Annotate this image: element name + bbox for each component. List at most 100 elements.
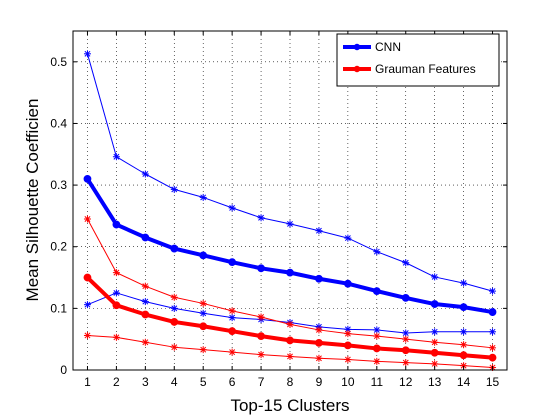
cnn-mean-point [488, 308, 497, 316]
cnn-lower-point [170, 304, 178, 312]
star-marker-part [315, 355, 322, 362]
cnn-upper-point [315, 227, 323, 235]
x-tick-label: 7 [258, 375, 265, 389]
star-marker-part [489, 344, 496, 351]
grauman-mean-point [83, 273, 92, 282]
x-axis-label: Top-15 Clusters [230, 396, 349, 415]
x-tick-label: 13 [428, 375, 442, 389]
star-marker-part [373, 358, 380, 365]
cnn-mean-series [83, 175, 497, 316]
cnn-lower-point [489, 328, 497, 336]
legend: CNN Grauman Features [336, 33, 500, 87]
star-marker-part [373, 248, 380, 255]
grauman-mean-point [372, 344, 381, 353]
cnn-mean-point [286, 268, 294, 277]
cnn-mean-point [257, 264, 265, 273]
grauman-upper-point [83, 215, 91, 223]
star-marker-part [460, 280, 467, 287]
star-marker-part [84, 332, 91, 339]
star-marker-part [229, 349, 236, 356]
cnn-mean-point [343, 279, 352, 288]
x-tick-label: 5 [200, 375, 207, 389]
legend-box [336, 33, 500, 87]
cnn-upper-point [141, 170, 149, 178]
star-marker-part [142, 283, 149, 290]
star-marker-part [142, 339, 149, 346]
star-marker-part [344, 356, 351, 363]
cnn-mean-point [430, 300, 439, 308]
star-marker-part [142, 298, 149, 305]
star-marker-part [113, 153, 120, 160]
grauman-lower-point [170, 343, 178, 351]
legend-label-cnn: CNN [375, 40, 401, 54]
star-marker-part [287, 321, 293, 328]
grauman-upper-point [489, 344, 497, 352]
x-tick-label: 1 [84, 375, 91, 389]
grauman-upper-point [373, 332, 381, 340]
cnn-lower-point [431, 328, 439, 336]
grauman-mean-point [343, 341, 352, 350]
star-marker-part [460, 362, 467, 369]
grauman-mean-point [257, 332, 265, 341]
cnn-lower-point [402, 329, 410, 337]
x-tick-label: 2 [113, 375, 120, 389]
star-marker-part [489, 288, 496, 295]
cnn-lower-point [199, 309, 207, 317]
star-marker-part [229, 307, 236, 314]
grauman-lower-point [228, 348, 236, 356]
x-tick-label: 9 [316, 375, 323, 389]
x-tick-label: 8 [287, 375, 294, 389]
grauman-upper-series [83, 215, 497, 352]
cnn-upper-point [402, 259, 410, 267]
y-tick-label: 0 [60, 363, 67, 377]
star-marker-part [84, 50, 91, 57]
cnn-mean-point [315, 274, 323, 283]
cnn-lower-point [228, 314, 236, 322]
star-marker-part [200, 346, 207, 353]
cnn-mean-point [199, 251, 208, 260]
grauman-mean-point [315, 338, 323, 347]
cnn-upper-point [431, 273, 439, 281]
cnn-upper-point [83, 50, 91, 58]
grauman-mean-point [141, 310, 150, 319]
star-marker-part [258, 314, 265, 320]
y-tick-label: 0.4 [50, 116, 67, 130]
x-tick-label: 15 [486, 375, 500, 389]
star-marker-part [171, 294, 178, 301]
star-marker-part [229, 204, 236, 211]
star-marker-part [431, 360, 438, 367]
grauman-lower-point [83, 331, 91, 339]
grauman-mean-point [459, 351, 468, 360]
grauman-lower-point [257, 351, 265, 359]
star-marker-part [171, 305, 178, 312]
x-tick-label: 6 [229, 375, 236, 389]
grauman-mean-point [286, 336, 294, 345]
cnn-upper-series [83, 50, 497, 295]
cnn-mean-point [112, 220, 121, 229]
x-tick-label: 14 [457, 375, 471, 389]
cnn-mean-point [83, 175, 92, 183]
star-marker-part [315, 227, 322, 234]
star-marker-part [258, 351, 265, 358]
star-marker-part [113, 269, 120, 276]
star-marker-part [142, 171, 149, 177]
grauman-mean-point [170, 318, 179, 326]
grauman-lower-point [315, 354, 323, 362]
star-marker-part [84, 216, 91, 222]
cnn-upper-point [199, 193, 207, 201]
grauman-upper-point [257, 313, 265, 321]
grid-lines [73, 31, 507, 371]
star-marker-part [373, 326, 380, 333]
cnn-upper-point [344, 234, 352, 242]
grauman-lower-series [83, 331, 497, 372]
y-tick-label: 0.2 [50, 240, 67, 254]
x-tick-label: 11 [371, 375, 384, 389]
grauman-lower-point [373, 357, 381, 365]
cnn-upper-point [373, 248, 381, 256]
grauman-mean-series [83, 273, 497, 362]
y-tick-label: 0.3 [50, 178, 67, 192]
grauman-lower-point [199, 346, 207, 354]
star-marker-part [229, 314, 236, 321]
star-marker-part [402, 336, 409, 343]
